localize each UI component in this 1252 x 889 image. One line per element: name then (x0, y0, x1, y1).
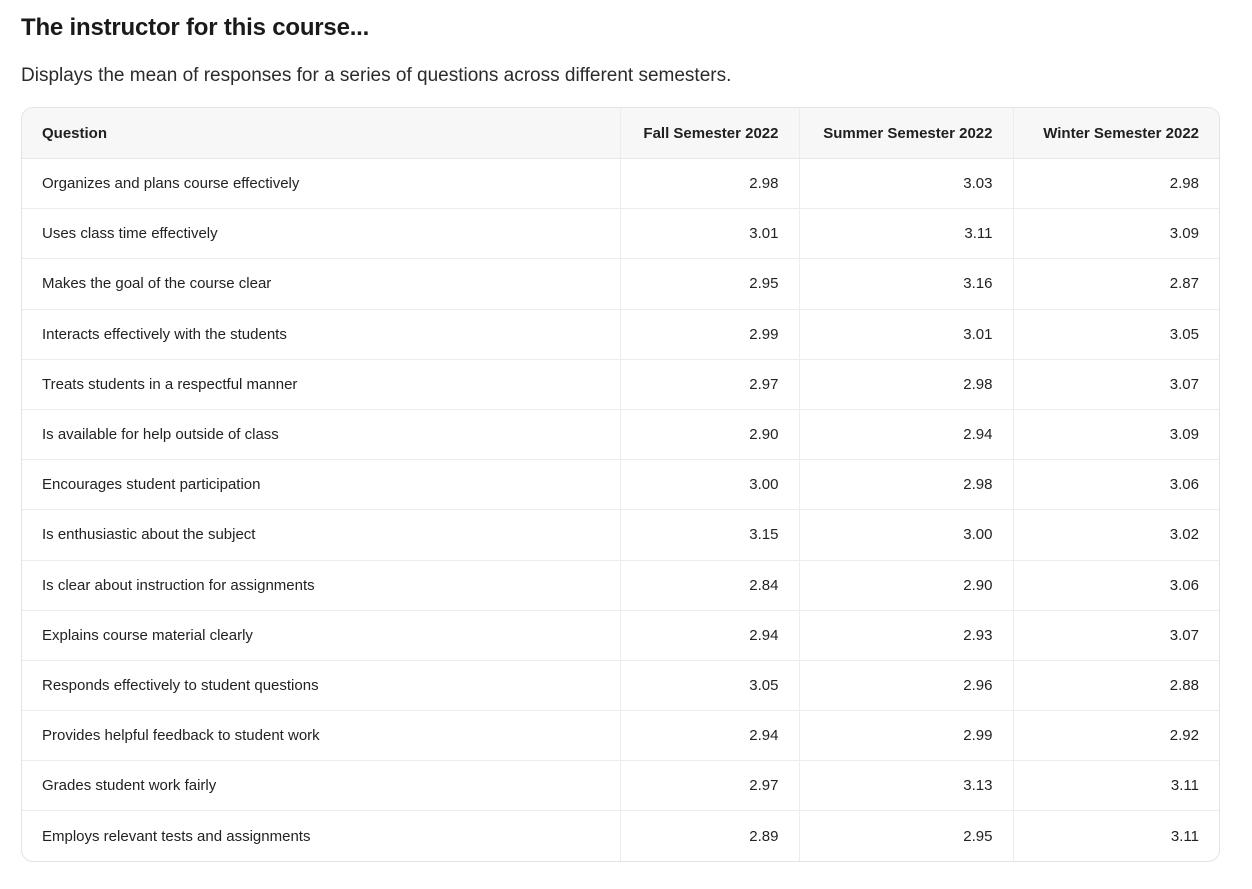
question-cell: Organizes and plans course effectively (22, 158, 620, 210)
table-row: Organizes and plans course effectively 2… (22, 158, 1219, 210)
question-cell: Grades student work fairly (22, 760, 620, 812)
summer-value-cell: 3.11 (798, 208, 1013, 260)
table-row: Is clear about instruction for assignmen… (22, 560, 1219, 611)
fall-value-cell: 2.90 (619, 409, 799, 461)
fall-value-cell: 2.99 (619, 309, 799, 360)
summer-value-cell: 2.96 (798, 660, 1013, 712)
table-body: Organizes and plans course effectively 2… (22, 158, 1219, 861)
summer-value-cell: 2.98 (798, 359, 1013, 410)
question-cell: Encourages student participation (22, 459, 620, 511)
column-header-question[interactable]: Question (22, 108, 620, 159)
table-row: Grades student work fairly 2.97 3.13 3.1… (22, 760, 1219, 812)
winter-value-cell: 2.87 (1012, 258, 1219, 310)
fall-value-cell: 3.00 (619, 459, 799, 511)
summer-value-cell: 3.00 (798, 509, 1013, 561)
fall-value-cell: 3.05 (619, 660, 799, 712)
table-row: Employs relevant tests and assignments 2… (22, 810, 1219, 861)
summer-value-cell: 3.13 (798, 760, 1013, 812)
table-header: Question Fall Semester 2022 Summer Semes… (22, 108, 1219, 159)
page-title: The instructor for this course... (21, 14, 370, 41)
column-header-fall-2022[interactable]: Fall Semester 2022 (619, 108, 799, 159)
summer-value-cell: 3.01 (798, 309, 1013, 360)
column-header-summer-2022[interactable]: Summer Semester 2022 (798, 108, 1013, 159)
question-cell: Is available for help outside of class (22, 409, 620, 461)
results-table-container: Question Fall Semester 2022 Summer Semes… (21, 107, 1220, 862)
summer-value-cell: 2.98 (798, 459, 1013, 511)
question-cell: Is clear about instruction for assignmen… (22, 560, 620, 611)
summer-value-cell: 3.16 (798, 258, 1013, 310)
fall-value-cell: 2.97 (619, 760, 799, 812)
table-row: Provides helpful feedback to student wor… (22, 710, 1219, 762)
winter-value-cell: 3.07 (1012, 359, 1219, 410)
table-row: Interacts effectively with the students … (22, 309, 1219, 360)
column-header-winter-2022[interactable]: Winter Semester 2022 (1012, 108, 1219, 159)
fall-value-cell: 2.94 (619, 710, 799, 762)
table-row: Treats students in a respectful manner 2… (22, 359, 1219, 410)
winter-value-cell: 2.88 (1012, 660, 1219, 712)
results-table: Question Fall Semester 2022 Summer Semes… (22, 108, 1219, 861)
winter-value-cell: 3.11 (1012, 810, 1219, 861)
winter-value-cell: 3.09 (1012, 208, 1219, 260)
header-row: Question Fall Semester 2022 Summer Semes… (22, 108, 1219, 159)
table-row: Makes the goal of the course clear 2.95 … (22, 258, 1219, 310)
summer-value-cell: 2.94 (798, 409, 1013, 461)
table-row: Uses class time effectively 3.01 3.11 3.… (22, 208, 1219, 260)
fall-value-cell: 2.95 (619, 258, 799, 310)
table-row: Is available for help outside of class 2… (22, 409, 1219, 461)
fall-value-cell: 2.89 (619, 810, 799, 861)
fall-value-cell: 3.15 (619, 509, 799, 561)
question-cell: Provides helpful feedback to student wor… (22, 710, 620, 762)
winter-value-cell: 3.02 (1012, 509, 1219, 561)
question-cell: Treats students in a respectful manner (22, 359, 620, 410)
winter-value-cell: 2.92 (1012, 710, 1219, 762)
fall-value-cell: 2.84 (619, 560, 799, 611)
page-subtitle: Displays the mean of responses for a ser… (21, 65, 732, 86)
question-cell: Uses class time effectively (22, 208, 620, 260)
summer-value-cell: 3.03 (798, 158, 1013, 210)
summer-value-cell: 2.99 (798, 710, 1013, 762)
winter-value-cell: 3.05 (1012, 309, 1219, 360)
table-row: Encourages student participation 3.00 2.… (22, 459, 1219, 511)
question-cell: Employs relevant tests and assignments (42, 827, 311, 845)
question-cell: Interacts effectively with the students (22, 309, 620, 360)
table-row: Explains course material clearly 2.94 2.… (22, 610, 1219, 661)
winter-value-cell: 2.98 (1012, 158, 1219, 210)
winter-value-cell: 3.06 (1012, 560, 1219, 611)
summer-value-cell: 2.95 (798, 810, 1013, 861)
fall-value-cell: 3.01 (619, 208, 799, 260)
fall-value-cell: 2.94 (619, 610, 799, 661)
question-cell: Responds effectively to student question… (22, 660, 620, 712)
summer-value-cell: 2.90 (798, 560, 1013, 611)
question-cell: Explains course material clearly (22, 610, 620, 661)
winter-value-cell: 3.07 (1012, 610, 1219, 661)
table-row: Responds effectively to student question… (22, 660, 1219, 712)
winter-value-cell: 3.09 (1012, 409, 1219, 461)
winter-value-cell: 3.11 (1012, 760, 1219, 812)
summer-value-cell: 2.93 (798, 610, 1013, 661)
winter-value-cell: 3.06 (1012, 459, 1219, 511)
page: The instructor for this course... Displa… (21, 14, 1220, 862)
fall-value-cell: 2.98 (619, 158, 799, 210)
question-cell: Is enthusiastic about the subject (22, 509, 620, 561)
fall-value-cell: 2.97 (619, 359, 799, 410)
table-row: Is enthusiastic about the subject 3.15 3… (22, 509, 1219, 561)
question-cell: Makes the goal of the course clear (22, 258, 620, 310)
